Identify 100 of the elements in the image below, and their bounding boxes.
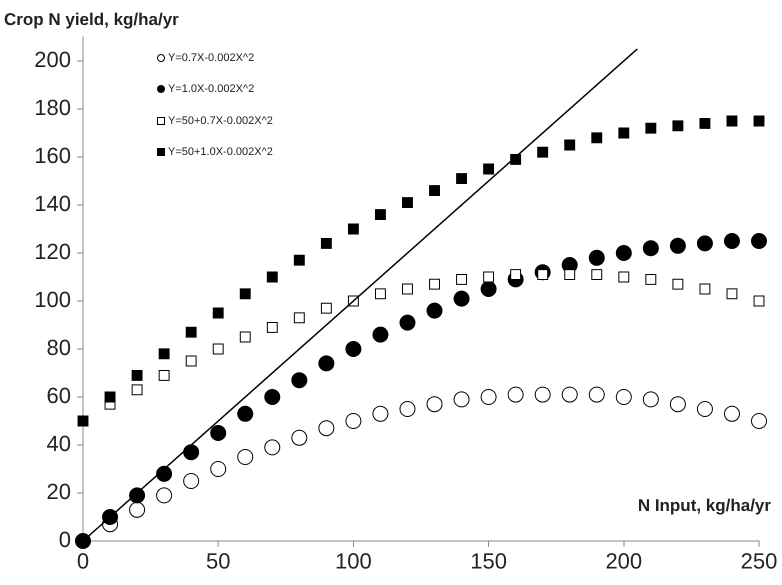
point — [564, 140, 576, 150]
x-tick-label: 0 — [76, 548, 90, 574]
point — [672, 278, 684, 290]
point — [291, 372, 308, 388]
x-tick-label: 200 — [605, 548, 642, 574]
point — [264, 389, 280, 405]
point — [186, 326, 197, 338]
point — [78, 416, 88, 426]
y-axis-title: Crop N yield, kg/ha/yr — [4, 10, 180, 30]
point — [158, 348, 170, 360]
point — [294, 312, 305, 324]
point — [210, 461, 226, 477]
point — [672, 120, 684, 132]
point — [591, 269, 602, 280]
point — [210, 425, 226, 441]
y-tick-label: 60 — [46, 383, 71, 408]
point — [402, 197, 413, 208]
point — [618, 128, 630, 138]
point — [480, 389, 497, 405]
point — [183, 444, 200, 460]
point — [129, 502, 146, 518]
point — [564, 269, 576, 280]
x-tick-label: 250 — [740, 548, 778, 574]
point — [156, 466, 172, 482]
point — [751, 413, 767, 429]
point — [320, 302, 332, 314]
point — [399, 314, 416, 331]
point — [754, 116, 764, 126]
point — [483, 164, 494, 174]
point — [399, 401, 416, 417]
y-tick-label: 200 — [34, 47, 71, 72]
point — [237, 449, 254, 465]
y-tick-label: 40 — [46, 431, 71, 456]
point — [132, 370, 143, 381]
point — [645, 274, 656, 285]
point — [562, 386, 578, 403]
point — [240, 288, 251, 300]
point — [266, 272, 278, 282]
point — [670, 396, 686, 412]
point — [726, 116, 738, 126]
point — [345, 341, 362, 357]
legend-label: Y=50+0.7X-0.002X^2 — [167, 114, 273, 129]
point — [537, 146, 548, 158]
point — [318, 420, 334, 436]
point — [266, 322, 278, 333]
point — [696, 235, 713, 252]
point — [374, 209, 386, 220]
point — [642, 391, 659, 408]
point — [591, 132, 602, 144]
point — [212, 308, 224, 318]
point — [588, 250, 605, 266]
x-tick-label: 50 — [206, 548, 230, 574]
x-tick-label: 150 — [470, 548, 507, 574]
point — [374, 288, 386, 300]
point — [696, 401, 713, 417]
y-tick-label: 0 — [58, 527, 71, 552]
y-tick-label: 160 — [34, 143, 71, 168]
point — [320, 238, 332, 249]
point — [724, 233, 740, 249]
point — [158, 370, 170, 381]
point — [104, 392, 116, 402]
point — [426, 396, 443, 412]
point — [291, 430, 308, 446]
point — [642, 240, 659, 256]
point — [588, 386, 605, 403]
point — [429, 185, 440, 196]
x-axis-title: N Input, kg/ha/yr — [638, 496, 772, 516]
point — [372, 326, 388, 343]
point — [508, 386, 524, 403]
legend-label: Y=1.0X-0.002X^2 — [167, 82, 256, 98]
point — [645, 122, 656, 134]
y-tick-label: 140 — [34, 191, 71, 216]
point — [264, 439, 280, 456]
y-tick-label: 120 — [34, 239, 71, 264]
point — [294, 254, 305, 266]
point — [75, 533, 91, 549]
point — [372, 406, 388, 422]
point — [616, 245, 632, 261]
point — [670, 238, 686, 254]
point — [480, 281, 497, 297]
point — [454, 290, 470, 307]
point — [724, 406, 740, 422]
point — [345, 413, 362, 429]
point — [318, 355, 334, 372]
point — [348, 224, 359, 234]
point — [726, 288, 738, 300]
legend-label: Y=50+1.0X-0.002X^2 — [167, 145, 273, 160]
point — [426, 302, 443, 319]
point — [429, 278, 440, 290]
point — [534, 386, 551, 403]
x-tick-label: 100 — [335, 548, 372, 574]
y-tick-label: 180 — [34, 95, 71, 120]
point — [751, 233, 767, 249]
y-tick-label: 80 — [46, 335, 71, 360]
point — [454, 391, 470, 408]
point — [132, 384, 143, 396]
point — [616, 389, 632, 405]
point — [237, 406, 254, 422]
y-tick-label: 100 — [34, 287, 71, 312]
point — [183, 473, 200, 489]
